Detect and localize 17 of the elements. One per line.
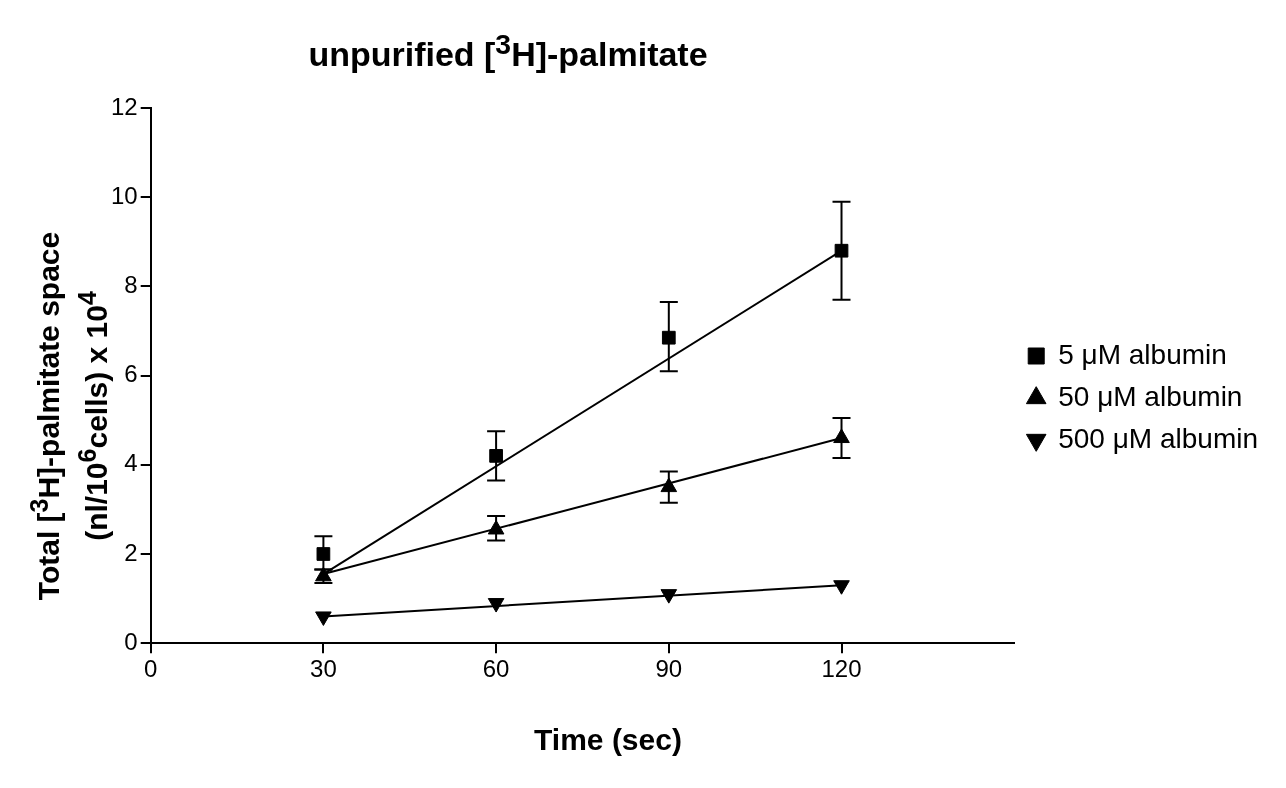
y-tick-label: 6 xyxy=(124,360,138,388)
legend-label: 5 μM albumin xyxy=(1058,338,1227,370)
chart-title: unpurified [$^{3}$H]-palmitate xyxy=(307,28,709,75)
x-axis-title: Time (sec) xyxy=(533,723,683,757)
y-tick-label: 10 xyxy=(110,181,138,209)
x-tick-label: 30 xyxy=(310,655,337,683)
x-tick-label: 60 xyxy=(482,655,510,683)
y-tick-label: 4 xyxy=(124,449,138,477)
y-tick-label: 12 xyxy=(110,92,138,120)
x-tick-label: 90 xyxy=(655,655,683,683)
legend-label: 50 μM albumin xyxy=(1058,380,1243,412)
x-tick-label: 120 xyxy=(821,655,862,683)
y-tick-label: 0 xyxy=(124,627,138,655)
legend-label: 500 μM albumin xyxy=(1058,422,1259,454)
x-tick-label: 0 xyxy=(144,655,158,683)
y-tick-label: 8 xyxy=(124,271,138,299)
y-tick-label: 2 xyxy=(124,538,138,566)
